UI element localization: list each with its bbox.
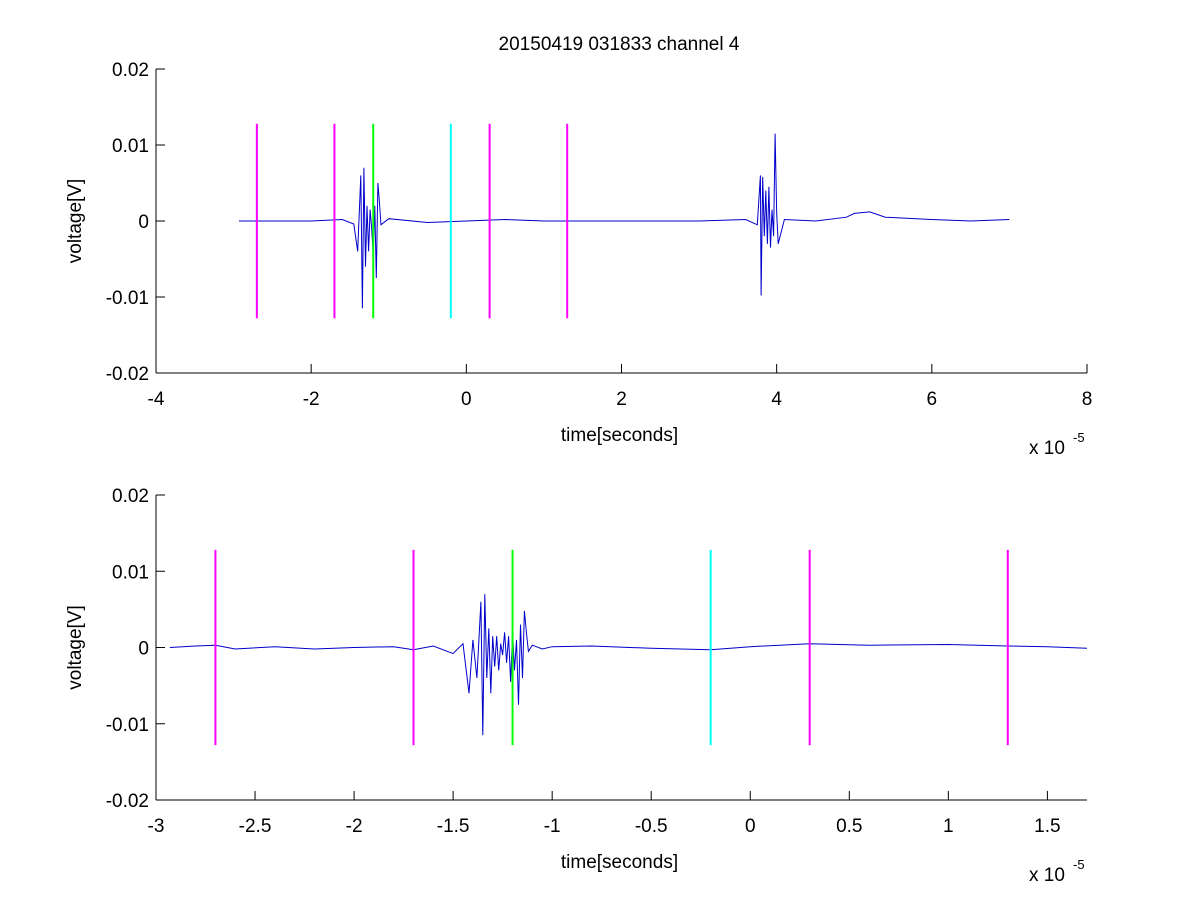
x-tick-label: 1.5 (1034, 816, 1060, 837)
x-multiplier-base: x 10 (1029, 865, 1065, 886)
x-tick-label: 0 (745, 816, 756, 837)
x-tick-label: 0 (461, 389, 472, 410)
x-axis-label: time[seconds] (561, 425, 678, 446)
y-tick-label: 0.01 (112, 136, 149, 157)
y-tick-label: 0 (138, 212, 149, 233)
signal-series-line (239, 133, 1010, 309)
x-multiplier-exponent: -5 (1073, 430, 1085, 445)
y-tick-label: 0 (138, 639, 149, 660)
x-tick-label: 6 (927, 389, 938, 410)
x-axis-label: time[seconds] (561, 852, 678, 873)
y-tick-label: 0.01 (112, 562, 149, 583)
bottom-plot: -0.02 -0.01 0 0.01 0.02 -3 -2.5 -2 -1.5 -1 -0.5 0 0.… (65, 486, 1088, 886)
x-tick-label: -1 (544, 816, 561, 837)
x-tick-label: -0.5 (635, 816, 668, 837)
y-tick-label: -0.01 (106, 715, 149, 736)
x-tick-label: -2.5 (239, 816, 272, 837)
x-tick-label: -4 (148, 389, 165, 410)
top-plot: -0.02 -0.01 0 0.01 0.02 -4 -2 0 2 4 6 8 time[seconds… (65, 60, 1092, 459)
y-tick-label: -0.02 (106, 364, 149, 385)
x-multiplier-base: x 10 (1029, 438, 1065, 459)
x-tick-label: 1 (943, 816, 954, 837)
x-tick-label: -2 (346, 816, 363, 837)
x-tick-label: 4 (771, 389, 782, 410)
y-axis-label: voltage[V] (65, 179, 86, 264)
y-tick-label: 0.02 (112, 486, 149, 507)
x-tick-label: -1.5 (437, 816, 470, 837)
y-tick-label: 0.02 (112, 60, 149, 81)
x-tick-label: -2 (303, 389, 320, 410)
x-tick-label: 8 (1082, 389, 1093, 410)
y-tick-label: -0.01 (106, 288, 149, 309)
y-tick-label: -0.02 (106, 791, 149, 812)
x-tick-label: 0.5 (836, 816, 862, 837)
x-tick-label: -3 (148, 816, 165, 837)
x-multiplier-exponent: -5 (1073, 857, 1085, 872)
y-axis-label: voltage[V] (65, 605, 86, 690)
signal-series-line (169, 594, 1088, 736)
figure-title: 20150419 031833 channel 4 (499, 34, 740, 55)
x-tick-label: 2 (616, 389, 627, 410)
